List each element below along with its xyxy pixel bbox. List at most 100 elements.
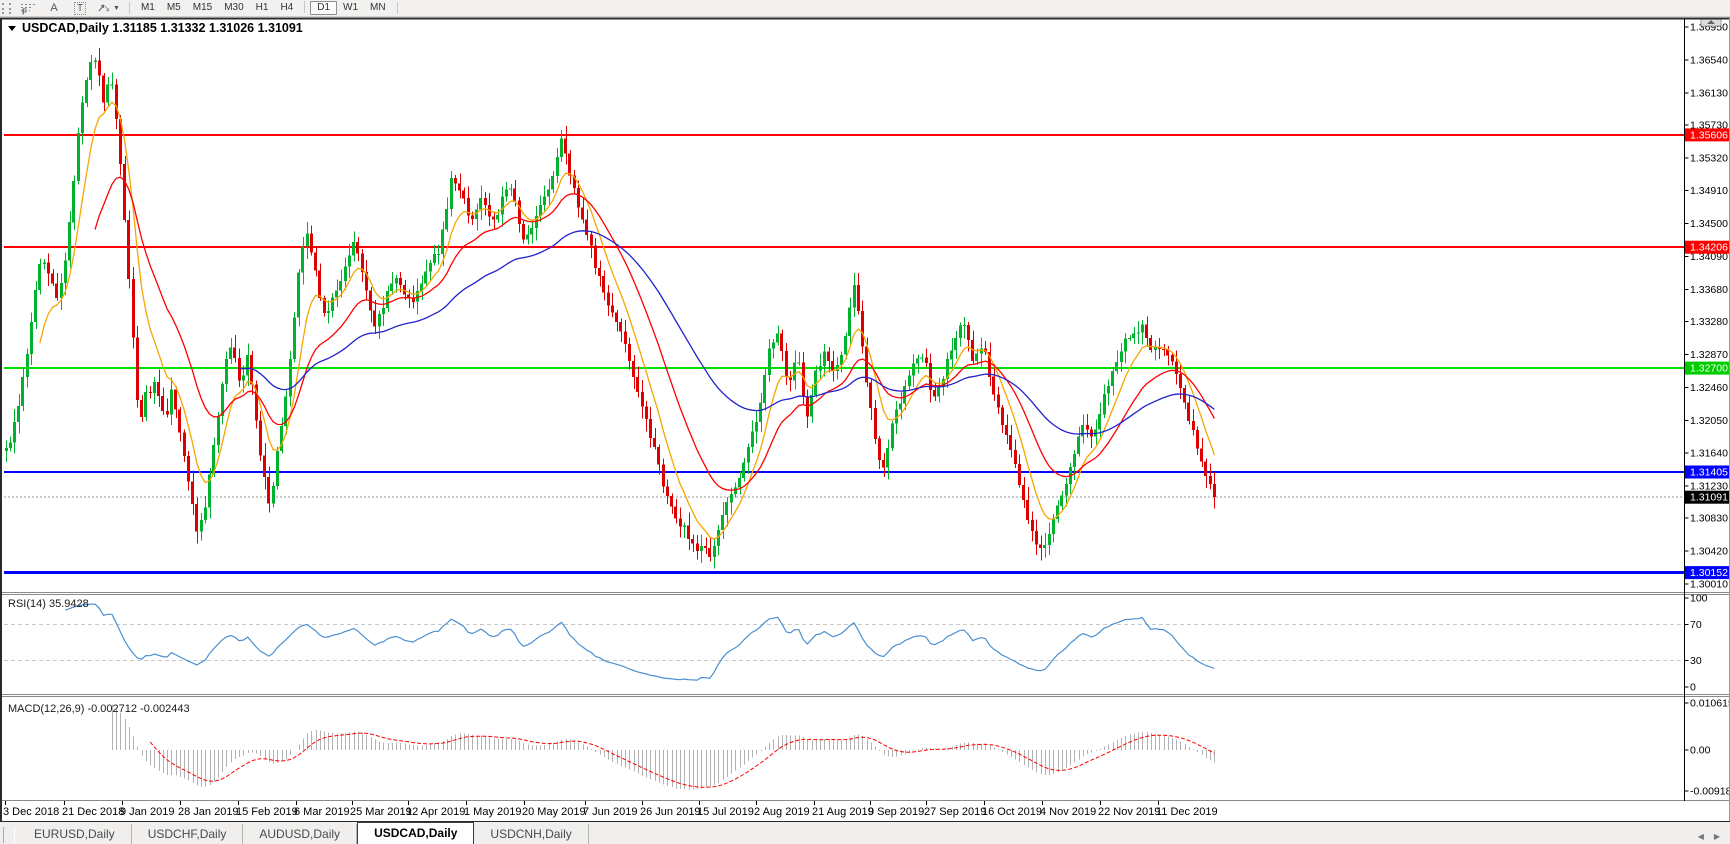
timeframe-button-MN[interactable]: MN	[370, 2, 386, 13]
macd-tick-label: 0.010615	[1690, 697, 1730, 709]
candle-body	[505, 189, 508, 197]
timeframe-button-M30[interactable]: M30	[224, 2, 244, 13]
hline-support-lower-label-bg	[1685, 566, 1730, 580]
candle-body	[526, 234, 529, 240]
rsi-tick-label: 70	[1690, 619, 1702, 631]
label-tool-icon: T	[73, 1, 87, 15]
candle-body	[1073, 453, 1076, 468]
chart-tab-usdcad[interactable]: USDCAD,Daily	[357, 822, 475, 844]
chart-tab-eurusd[interactable]: EURUSD,Daily	[18, 824, 132, 844]
candle-body	[310, 233, 313, 253]
toolbar-grip[interactable]	[2, 2, 11, 14]
candle-body	[170, 389, 173, 415]
candle-body	[649, 419, 652, 438]
timeframe-button-W1[interactable]: W1	[343, 2, 359, 13]
candle-body	[217, 415, 220, 445]
candle-body	[242, 375, 245, 381]
candle-body	[144, 392, 147, 417]
text-tool-icon: A	[50, 2, 58, 14]
candle-body	[1200, 448, 1203, 462]
candle-body	[416, 291, 419, 302]
candle-body	[1005, 425, 1008, 435]
candle-body	[1056, 505, 1059, 519]
tab-scroll-right-button[interactable]: ▶	[1713, 832, 1720, 841]
candle-body	[988, 352, 991, 377]
candle-body	[38, 264, 41, 291]
arrows-dropdown-caret: ▼	[113, 4, 120, 12]
candle-body	[1196, 430, 1199, 449]
timeframe-button-D1[interactable]: D1	[310, 1, 338, 15]
candle-body	[1192, 420, 1195, 430]
candle-body	[437, 254, 440, 255]
timeframe-button-M1[interactable]: M1	[140, 2, 155, 13]
price-tick-label: 1.34090	[1690, 251, 1728, 263]
timeframe-button-M15[interactable]: M15	[192, 2, 213, 13]
candle-body	[17, 406, 20, 422]
candle-body	[793, 362, 796, 381]
macd-caption: MACD(12,26,9) -0.002712 -0.002443	[8, 703, 190, 715]
chart-title-ohlc: USDCAD,Daily 1.31185 1.31332 1.31026 1.3…	[22, 21, 303, 35]
timeframe-button-H1[interactable]: H1	[255, 2, 269, 13]
candle-body	[233, 347, 236, 359]
fibonacci-tool-button[interactable]: F	[16, 1, 40, 15]
candle-body	[513, 188, 516, 201]
candle-body	[272, 486, 275, 504]
candle-body	[518, 200, 521, 224]
candle-body	[1149, 338, 1152, 351]
candle-body	[573, 175, 576, 188]
chart-tab-audusd[interactable]: AUDUSD,Daily	[243, 824, 358, 844]
candle-body	[700, 545, 703, 551]
candle-body	[30, 321, 33, 355]
candle-body	[1213, 483, 1216, 498]
candle-body	[102, 75, 105, 103]
arrows-tool-button[interactable]: ▼	[94, 1, 123, 15]
chart-canvas[interactable]: 1.369501.365401.361301.357301.353201.349…	[0, 17, 1730, 823]
candle-body	[959, 325, 962, 339]
candle-body	[1098, 414, 1101, 430]
candle-body	[857, 285, 860, 312]
candle-body	[806, 396, 809, 417]
price-tick-label: 1.36130	[1690, 87, 1728, 99]
candle-body	[187, 456, 190, 482]
date-tick-label: 22 Nov 2019	[1098, 806, 1160, 818]
candle-body	[903, 385, 906, 404]
candle-body	[556, 157, 559, 176]
chart-tab-usdcnh[interactable]: USDCNH,Daily	[474, 824, 589, 844]
candle-body	[840, 354, 843, 366]
candle-body	[1204, 461, 1207, 477]
candle-body	[407, 294, 410, 299]
tab-scroll-left-button[interactable]: ◀	[1697, 832, 1704, 841]
text-tool-button[interactable]: A	[42, 1, 66, 15]
candle-body	[1187, 402, 1190, 421]
chart-tab-usdchf[interactable]: USDCHF,Daily	[132, 824, 244, 844]
date-tick-label: 28 Jan 2019	[178, 806, 239, 818]
candle-body	[882, 459, 885, 468]
candle-body	[670, 496, 673, 507]
candle-body	[221, 384, 224, 416]
hline-support-blue-label-bg	[1685, 465, 1730, 479]
candle-body	[797, 362, 800, 364]
candle-body	[479, 197, 482, 210]
macd-signal-line	[149, 732, 1215, 788]
candle-body	[853, 285, 856, 308]
timeframe-button-H4[interactable]: H4	[280, 2, 294, 13]
label-tool-button[interactable]: T	[68, 1, 92, 15]
date-tick-label: 21 Aug 2019	[812, 806, 874, 818]
candle-body	[471, 215, 474, 220]
price-tick-label: 1.30420	[1690, 546, 1728, 558]
candle-body	[43, 262, 46, 265]
candle-body	[1035, 531, 1038, 545]
date-tick-label: 16 Oct 2019	[982, 806, 1042, 818]
candle-body	[814, 370, 817, 395]
candle-body	[802, 362, 805, 397]
current-price-label: 1.31091	[1690, 492, 1728, 504]
candle-body	[267, 477, 270, 504]
candle-body	[1171, 355, 1174, 362]
candle-body	[424, 271, 427, 284]
timeframe-button-M5[interactable]: M5	[166, 2, 181, 13]
candle-body	[942, 379, 945, 387]
price-tick-label: 1.32050	[1690, 415, 1728, 427]
candle-body	[157, 382, 160, 397]
window-menu-icon[interactable]	[8, 26, 16, 31]
candle-body	[1132, 333, 1135, 338]
